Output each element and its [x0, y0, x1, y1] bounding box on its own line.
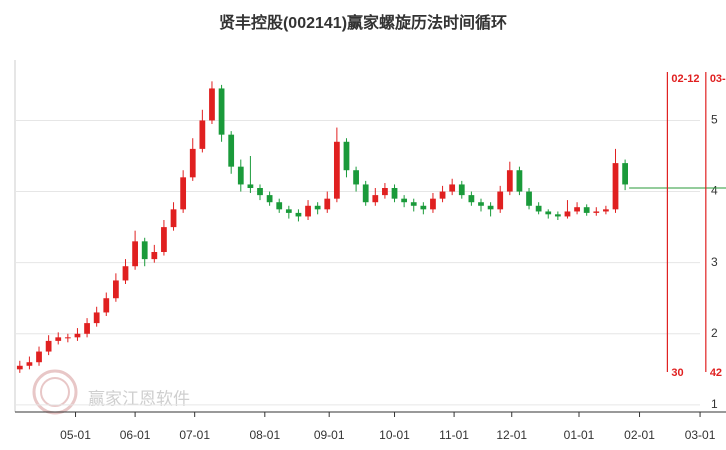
y-tick-label: 5 [711, 113, 718, 127]
candle-body [122, 266, 129, 281]
candle-body [170, 209, 177, 228]
y-tick-label: 2 [711, 326, 718, 340]
candle-body [84, 323, 90, 334]
x-tick-label: 05-01 [60, 428, 91, 442]
candle-body [305, 205, 311, 217]
candle-body [26, 362, 33, 366]
candle-body [574, 207, 580, 212]
cycle-date-label: 02-12 [671, 73, 699, 85]
candle-body [276, 202, 283, 210]
candle-body [228, 134, 235, 167]
x-tick-label: 01-01 [564, 428, 595, 442]
cycle-date-label: 03- [710, 73, 726, 85]
candle-body [478, 202, 484, 206]
candle-body [468, 195, 475, 203]
candle-body [554, 214, 561, 217]
x-tick-label: 09-01 [314, 428, 345, 442]
x-tick-label: 02-01 [624, 428, 655, 442]
candle-body [353, 170, 359, 185]
candle-body [612, 163, 619, 210]
candle-body [545, 211, 552, 215]
candle-body [257, 188, 263, 196]
candle-body [333, 141, 340, 199]
candle-body [141, 241, 148, 260]
cycle-count-label: 30 [671, 367, 683, 379]
candle-body [362, 184, 369, 203]
x-tick-label: 08-01 [249, 428, 280, 442]
candle-body [103, 298, 110, 313]
candle-body [247, 184, 254, 188]
candle-body [458, 184, 465, 196]
candle-body [266, 195, 273, 203]
watermark: 赢家江恩软件 [88, 389, 190, 408]
candle-body [564, 211, 571, 217]
candle-body [237, 166, 244, 185]
candle-body [324, 198, 331, 210]
candle-body [603, 209, 609, 212]
candle-body [189, 148, 196, 178]
x-tick-label: 12-01 [496, 428, 527, 442]
candle-body [391, 188, 398, 199]
candle-body [439, 191, 446, 199]
candle-body [420, 205, 427, 210]
x-tick-label: 06-01 [120, 428, 151, 442]
candle-body [516, 170, 523, 192]
cycle-count-label: 42 [710, 367, 722, 379]
candle-body [218, 88, 225, 135]
candle-body [449, 184, 456, 192]
chart-title: 贤丰控股(002141)赢家螺旋历法时间循环 [219, 13, 507, 32]
candle-body [526, 191, 532, 206]
y-tick-label: 3 [711, 255, 718, 269]
candle-body [583, 207, 590, 213]
candle-body [64, 337, 71, 339]
x-tick-label: 11-01 [439, 428, 469, 442]
candle-body [506, 170, 513, 192]
candle-body [285, 209, 292, 213]
candle-body [180, 177, 187, 210]
candle-body [430, 198, 436, 210]
candle-body [497, 191, 504, 210]
candle-body [113, 280, 119, 299]
candle-body [209, 88, 215, 121]
candle-body [343, 141, 350, 171]
x-tick-label: 07-01 [179, 428, 210, 442]
candle-body [401, 198, 408, 203]
candle-body [314, 205, 321, 210]
x-tick-label: 03-01 [685, 428, 716, 442]
watermark-logo [32, 369, 78, 415]
candle-body [487, 205, 494, 210]
candle-body [535, 205, 542, 212]
candle-body [410, 202, 417, 206]
candle-body [593, 211, 600, 213]
candle-body [199, 120, 206, 149]
candle-body [382, 188, 388, 196]
candle-body [36, 351, 42, 363]
y-tick-label: 1 [711, 397, 718, 411]
candle-body [74, 333, 81, 338]
candle-body [161, 227, 167, 252]
candle-body [132, 241, 138, 267]
candle-body [16, 365, 23, 370]
candle-body [93, 312, 100, 324]
y-tick-label: 4 [711, 184, 718, 198]
x-tick-label: 10-01 [379, 428, 410, 442]
candle-body [622, 163, 628, 185]
candle-body [372, 195, 379, 203]
candle-body [55, 337, 62, 341]
candle-body [151, 252, 158, 260]
candle-body [45, 340, 52, 352]
candle-body [295, 212, 302, 217]
